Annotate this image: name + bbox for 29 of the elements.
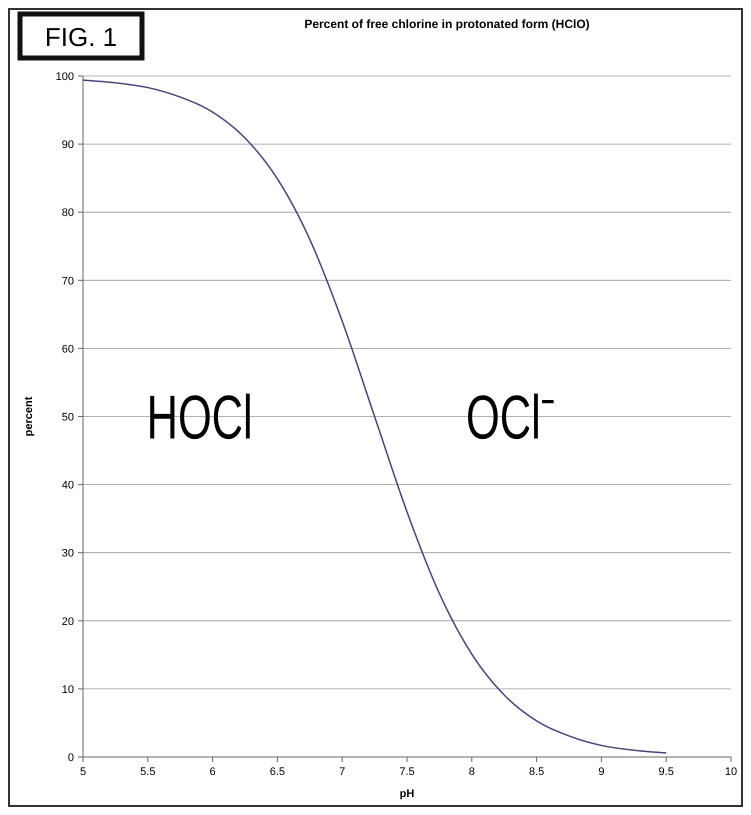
- x-tick-label: 5.5: [140, 766, 156, 778]
- line-series: [82, 79, 667, 754]
- annotation: OCl⁻: [466, 384, 556, 452]
- x-tick-label: 6: [210, 766, 216, 778]
- x-tick-label: 6.5: [270, 766, 286, 778]
- x-axis-title: pH: [400, 788, 414, 800]
- x-tick-label: 8: [468, 766, 475, 778]
- x-tick-label: 8.5: [528, 766, 544, 778]
- x-tick-label: 7: [339, 766, 346, 778]
- x-tick-label: 9: [598, 766, 604, 778]
- x-tick-label: 9.5: [658, 766, 674, 778]
- y-axis-title: percent: [23, 396, 35, 436]
- annotation: HOCl: [146, 384, 253, 452]
- y-tick-label: 80: [62, 207, 74, 220]
- y-tick-label: 50: [62, 412, 74, 424]
- x-tick-label: 7.5: [399, 766, 415, 778]
- y-tick-label: 20: [62, 616, 74, 628]
- y-tick-label: 40: [62, 480, 74, 492]
- caption: FIG. 1: [44, 22, 118, 52]
- y-tick-label: 90: [62, 139, 74, 152]
- y-tick-label: 10: [62, 684, 74, 696]
- chart-title: Percent of free chlorine in protonated form (HClO): [304, 17, 590, 31]
- x-tick-label: 5: [80, 766, 86, 778]
- y-tick-label: 30: [62, 548, 74, 560]
- x-tick-label: 10: [724, 766, 738, 778]
- y-tick-label: 70: [62, 275, 74, 288]
- y-tick-label: 0: [68, 752, 74, 764]
- y-tick-label: 100: [56, 71, 74, 83]
- y-tick-label: 60: [62, 343, 74, 356]
